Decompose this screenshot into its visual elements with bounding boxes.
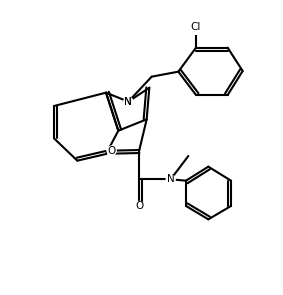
- Text: O: O: [108, 146, 116, 156]
- Circle shape: [189, 20, 203, 34]
- Text: O: O: [135, 201, 143, 211]
- Circle shape: [124, 97, 133, 106]
- Circle shape: [166, 175, 175, 184]
- Text: Cl: Cl: [191, 22, 201, 32]
- Circle shape: [107, 146, 116, 155]
- Text: N: N: [125, 97, 132, 107]
- Text: N: N: [167, 174, 175, 184]
- Circle shape: [135, 201, 144, 211]
- Text: N: N: [125, 97, 132, 107]
